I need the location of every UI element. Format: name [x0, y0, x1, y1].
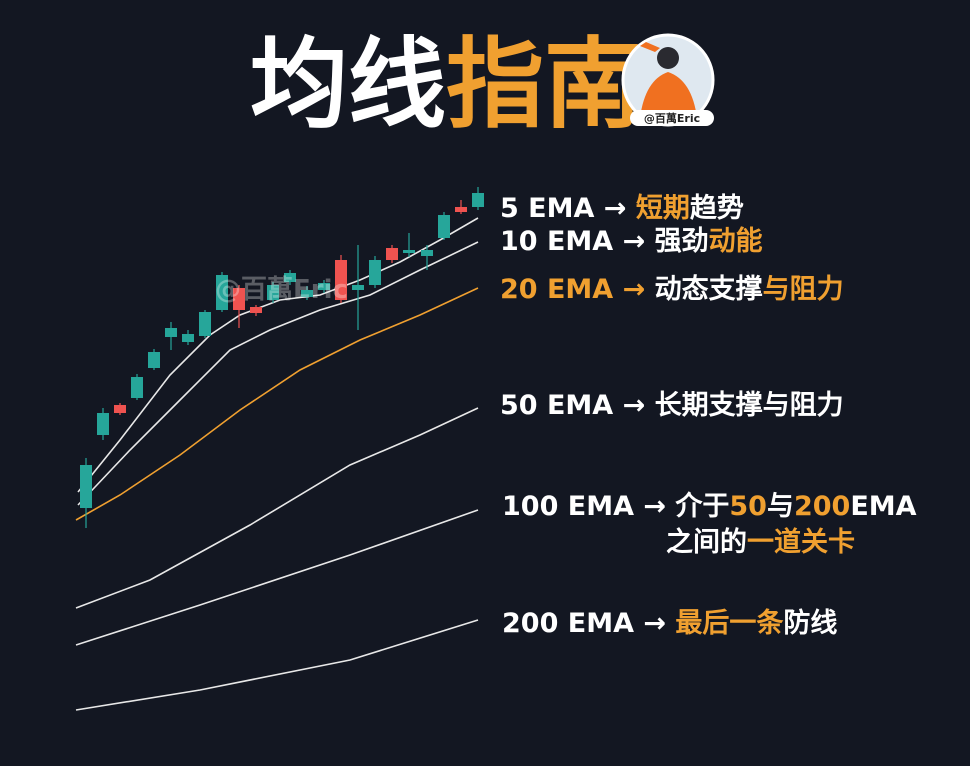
- candle-body: [421, 250, 433, 256]
- accent-text: 50: [729, 491, 767, 522]
- avatar-label: @百萬Eric: [644, 111, 700, 125]
- row-label: 200 EMA → 最后一条防线: [502, 608, 837, 639]
- plain-text: 100 EMA →: [502, 491, 675, 522]
- accent-text: 200: [794, 491, 850, 522]
- ema-line: [77, 241, 479, 506]
- ema-line: [75, 509, 479, 646]
- plain-text: 5 EMA →: [500, 193, 636, 224]
- plain-text: 趋势: [690, 193, 744, 224]
- candle-body: [267, 285, 279, 300]
- candles: [75, 187, 484, 711]
- candle-body: [199, 312, 211, 336]
- candle-body: [80, 465, 92, 508]
- candle-body: [318, 283, 330, 290]
- ema-line: [75, 619, 479, 711]
- candle-body: [301, 290, 313, 297]
- candle-body: [97, 413, 109, 435]
- ema-line: [75, 287, 479, 521]
- row-label: 10 EMA → 强劲动能: [500, 225, 763, 257]
- accent-text: 一道关卡: [747, 526, 855, 558]
- plain-text: 动态支撑: [655, 274, 763, 305]
- candle-body: [352, 285, 364, 290]
- row-label: 20 EMA → 动态支撑与阻力: [500, 274, 844, 305]
- candle-body: [250, 307, 262, 313]
- candle-body: [403, 250, 415, 253]
- watermark: @百萬Eric: [215, 275, 348, 305]
- avatar: @百萬Eric: [621, 33, 715, 127]
- title-accent: 指南: [446, 28, 642, 142]
- candle-body: [216, 275, 228, 310]
- accent-text: 短期: [636, 193, 690, 224]
- plain-text: 50 EMA →: [500, 390, 655, 421]
- accent-text: 20 EMA →: [500, 274, 655, 305]
- plain-text: 防线: [783, 608, 837, 639]
- candle-body: [335, 260, 347, 300]
- candle-body: [438, 215, 450, 238]
- row-label: 100 EMA → 介于50与200EMA: [502, 491, 917, 522]
- ema-line: [77, 217, 479, 493]
- candle-body: [131, 377, 143, 398]
- candle-body: [369, 260, 381, 285]
- plain-text: 与: [767, 491, 794, 522]
- candle-body: [165, 328, 177, 337]
- plain-text: 介于: [674, 491, 729, 522]
- plain-text: 之间的: [666, 526, 747, 558]
- plain-text: EMA: [850, 491, 916, 522]
- title: 均线指南: [250, 28, 642, 142]
- ema-line: [75, 407, 479, 609]
- accent-text: 与阻力: [763, 274, 844, 305]
- candle-body: [472, 193, 484, 207]
- candle-body: [233, 288, 245, 310]
- accent-text: 最后一条: [675, 608, 784, 639]
- candle-body: [455, 207, 467, 212]
- row-label: 之间的一道关卡: [666, 526, 855, 558]
- plain-text: 10 EMA →: [500, 226, 655, 257]
- candle-body: [182, 334, 194, 342]
- accent-text: 动能: [709, 225, 763, 257]
- title-plain: 均线: [250, 28, 446, 142]
- candle-body: [386, 248, 398, 260]
- candle-body: [284, 273, 296, 282]
- plain-text: 200 EMA →: [502, 608, 675, 639]
- candle-body: [148, 352, 160, 368]
- row-label: 50 EMA → 长期支撑与阻力: [500, 390, 844, 421]
- candle-body: [114, 405, 126, 413]
- plain-text: 长期支撑与阻力: [655, 390, 844, 421]
- plain-text: 强劲: [655, 226, 709, 257]
- row-label: 5 EMA → 短期趋势: [500, 193, 744, 224]
